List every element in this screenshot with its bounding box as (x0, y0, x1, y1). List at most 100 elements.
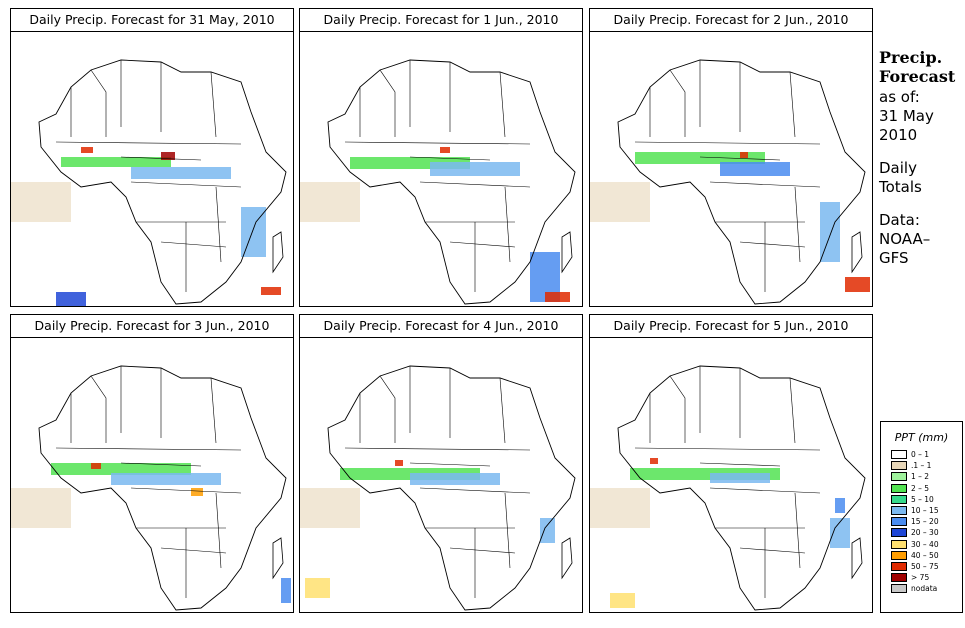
precip-area (845, 277, 870, 292)
country-border (120, 156, 202, 161)
precip-area (635, 152, 765, 164)
country-border (699, 156, 781, 161)
country-border (379, 375, 396, 443)
country-border (709, 181, 821, 188)
legend-item: 0 – 1 (891, 449, 962, 460)
legend-item: 20 – 30 (891, 527, 962, 538)
country-border (130, 487, 242, 494)
island-outline (561, 537, 573, 580)
island-outline (272, 231, 284, 274)
precip-area (740, 152, 748, 158)
panel-title: Daily Precip. Forecast for 5 Jun., 2010 (589, 314, 873, 338)
country-border (160, 241, 227, 248)
precip-area (430, 162, 520, 176)
forecast-panel-5: Daily Precip. Forecast for 4 Jun., 2010 (299, 314, 583, 613)
country-border (90, 375, 107, 443)
legend-label: 5 – 10 (911, 494, 934, 504)
country-border (344, 447, 531, 451)
legend-swatch (891, 517, 907, 527)
precip-map (589, 337, 873, 613)
asof-date: 31 May (879, 107, 934, 125)
legend-item: 40 – 50 (891, 550, 962, 561)
legend-swatch (891, 483, 907, 493)
precip-map (10, 337, 294, 613)
country-border (669, 69, 686, 137)
legend-swatch (891, 494, 907, 504)
precip-area (91, 463, 101, 469)
country-border (55, 141, 242, 145)
country-border (499, 377, 506, 444)
precip-area (410, 473, 500, 485)
coastline (617, 59, 866, 305)
precip-area (81, 147, 93, 153)
precip-area (720, 162, 790, 176)
precip-area (590, 182, 650, 222)
legend-label: 40 – 50 (911, 550, 939, 560)
legend-swatch (891, 539, 907, 549)
precip-area (835, 498, 845, 513)
precip-area (395, 460, 403, 466)
map-canvas (590, 59, 870, 305)
country-border (699, 462, 781, 467)
country-border (739, 241, 806, 248)
forecast-panel-2: Daily Precip. Forecast for 1 Jun., 2010 (299, 8, 583, 307)
precip-area (710, 473, 770, 483)
country-border (120, 462, 202, 467)
coastline (327, 59, 576, 305)
country-border (499, 71, 506, 138)
daily-label: Daily (879, 159, 917, 177)
data-source-2: GFS (879, 249, 909, 267)
precip-area (300, 488, 360, 528)
legend-item: nodata (891, 583, 962, 594)
precip-area (820, 202, 840, 262)
legend-swatch (891, 472, 907, 482)
island-outline (272, 537, 284, 580)
forecast-panel-3: Daily Precip. Forecast for 2 Jun., 2010 (589, 8, 873, 307)
precip-area (191, 488, 203, 496)
legend-swatch (891, 461, 907, 471)
panel-title: Daily Precip. Forecast for 2 Jun., 2010 (589, 8, 873, 32)
legend-swatch (891, 450, 907, 460)
panel-title: Daily Precip. Forecast for 31 May, 2010 (10, 8, 294, 32)
legend-label: 15 – 20 (911, 517, 939, 527)
legend-label: 1 – 2 (911, 472, 930, 482)
heading-line-2: Forecast (879, 67, 956, 86)
legend-label: 50 – 75 (911, 561, 939, 571)
country-border (504, 186, 511, 263)
precip-area (56, 292, 86, 306)
country-border (409, 156, 491, 161)
legend-swatch (891, 550, 907, 560)
country-border (419, 181, 531, 188)
data-label: Data: (879, 211, 920, 229)
precip-area (261, 287, 281, 295)
country-border (90, 69, 107, 137)
precip-area (161, 152, 175, 160)
legend-swatch (891, 506, 907, 516)
legend-item: > 75 (891, 572, 962, 583)
legend-swatch (891, 584, 907, 594)
country-border (794, 186, 801, 263)
country-border (210, 377, 217, 444)
map-canvas (590, 365, 866, 611)
island-outline (851, 537, 863, 580)
legend-label: 2 – 5 (911, 483, 930, 493)
legend-item: 5 – 10 (891, 494, 962, 505)
legend-item: .1 – 1 (891, 460, 962, 471)
totals-label: Totals (879, 178, 922, 196)
asof-year: 2010 (879, 126, 918, 144)
country-border (504, 492, 511, 569)
precip-area (11, 182, 71, 222)
country-border (449, 547, 516, 554)
forecast-panel-6: Daily Precip. Forecast for 5 Jun., 2010 (589, 314, 873, 613)
precip-area (830, 518, 850, 548)
country-border (379, 69, 396, 137)
precip-area (51, 463, 191, 475)
data-source-1: NOAA– (879, 230, 931, 248)
precip-area (11, 488, 71, 528)
precip-area (300, 182, 360, 222)
map-canvas (300, 365, 576, 611)
legend-item: 2 – 5 (891, 483, 962, 494)
country-border (344, 141, 531, 145)
country-border (419, 487, 531, 494)
